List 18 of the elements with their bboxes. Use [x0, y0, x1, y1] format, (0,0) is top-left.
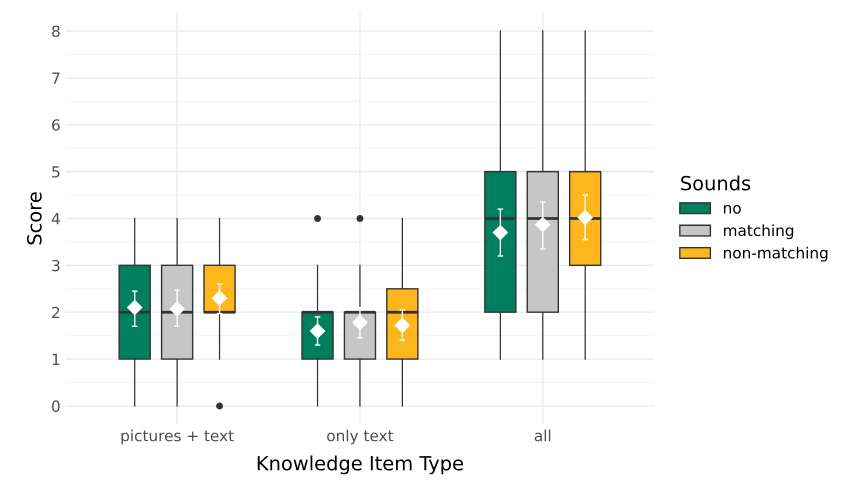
y-tick-label: 7 — [52, 72, 60, 84]
x-axis-title: Knowledge Item Type — [258, 455, 463, 474]
y-tick-label: 3 — [52, 260, 60, 272]
legend-label: matching — [724, 224, 794, 240]
y-tick-label: 6 — [52, 119, 60, 131]
y-tick-label: 2 — [52, 306, 60, 318]
legend-label: no — [724, 204, 741, 214]
y-tick-label: 4 — [52, 213, 60, 224]
x-tick-label: pictures + text — [122, 430, 234, 444]
y-tick-label: 0 — [52, 400, 60, 412]
x-tick-label: only text — [327, 430, 394, 444]
legend-title: Sounds — [681, 175, 750, 190]
y-tick-label: 1 — [52, 354, 60, 365]
y-axis-title: Score — [26, 192, 42, 244]
y-tick-label: 5 — [52, 166, 60, 178]
x-tick-label: all — [534, 430, 550, 442]
legend-label: non-matching — [724, 246, 828, 262]
y-tick-label: 8 — [52, 25, 60, 38]
